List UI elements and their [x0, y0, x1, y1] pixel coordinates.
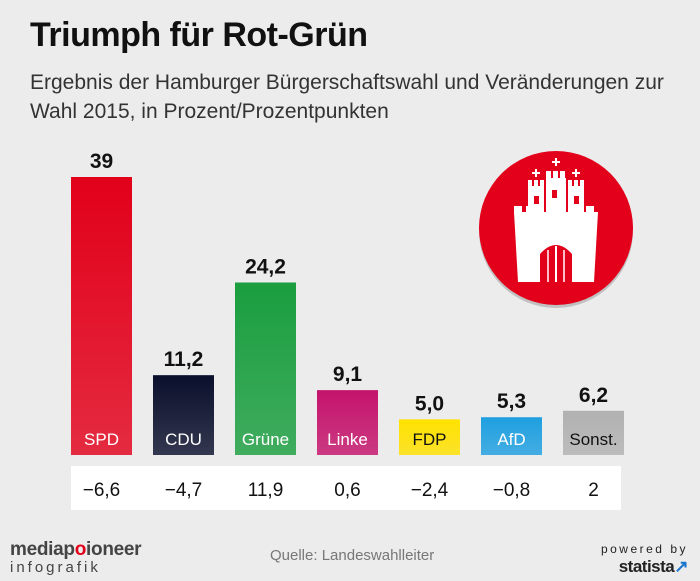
bar-grüne [235, 282, 296, 455]
change-value-label: 11,9 [248, 480, 284, 501]
bar-value-label: 5,3 [497, 390, 526, 413]
category-label: CDU [165, 430, 202, 449]
bar-chart: 39 SPD −6,6 11,2 CDU −4,7 24,2 Grüne 11,9 9,1 Link… [71, 150, 633, 501]
mediapioneer-logo: mediapoioneer infografik [10, 539, 142, 576]
change-value-label: −2,4 [411, 480, 449, 501]
change-value-label: −0,8 [493, 480, 531, 501]
statista-logo: powered by statista↗ [600, 542, 689, 576]
change-value-label: −6,6 [83, 480, 121, 501]
bar-value-label: 11,2 [164, 348, 204, 371]
bar-value-label: 24,2 [245, 255, 286, 278]
category-label: Sonst. [569, 430, 617, 449]
source-note: Quelle: Landeswahlleiter [270, 547, 435, 564]
chart-subtitle: Ergebnis der Hamburger Bürgerschaftswahl… [30, 71, 664, 123]
bar-fdp [399, 419, 460, 455]
chart-title: Triumph für Rot-Grün [30, 16, 368, 54]
bar-spd [71, 177, 132, 455]
bar-value-label: 6,2 [579, 384, 608, 407]
bar-linke [317, 390, 378, 455]
bar-value-label: 9,1 [333, 363, 363, 386]
change-value-label: −4,7 [165, 480, 203, 501]
change-value-label: 2 [588, 480, 599, 501]
bar-cdu [153, 375, 214, 455]
change-value-label: 0,6 [334, 480, 360, 501]
bar-afd [481, 417, 542, 455]
bar-sonst [563, 410, 624, 455]
bar-value-label: 39 [90, 150, 113, 173]
category-label: Grüne [242, 430, 289, 449]
category-label: AfD [497, 430, 525, 449]
bar-value-label: 5,0 [415, 392, 444, 415]
hamburg-emblem-icon [479, 151, 633, 308]
category-label: Linke [327, 430, 368, 449]
change-row-background [71, 466, 621, 510]
category-label: FDP [413, 430, 447, 449]
category-label: SPD [84, 430, 119, 449]
